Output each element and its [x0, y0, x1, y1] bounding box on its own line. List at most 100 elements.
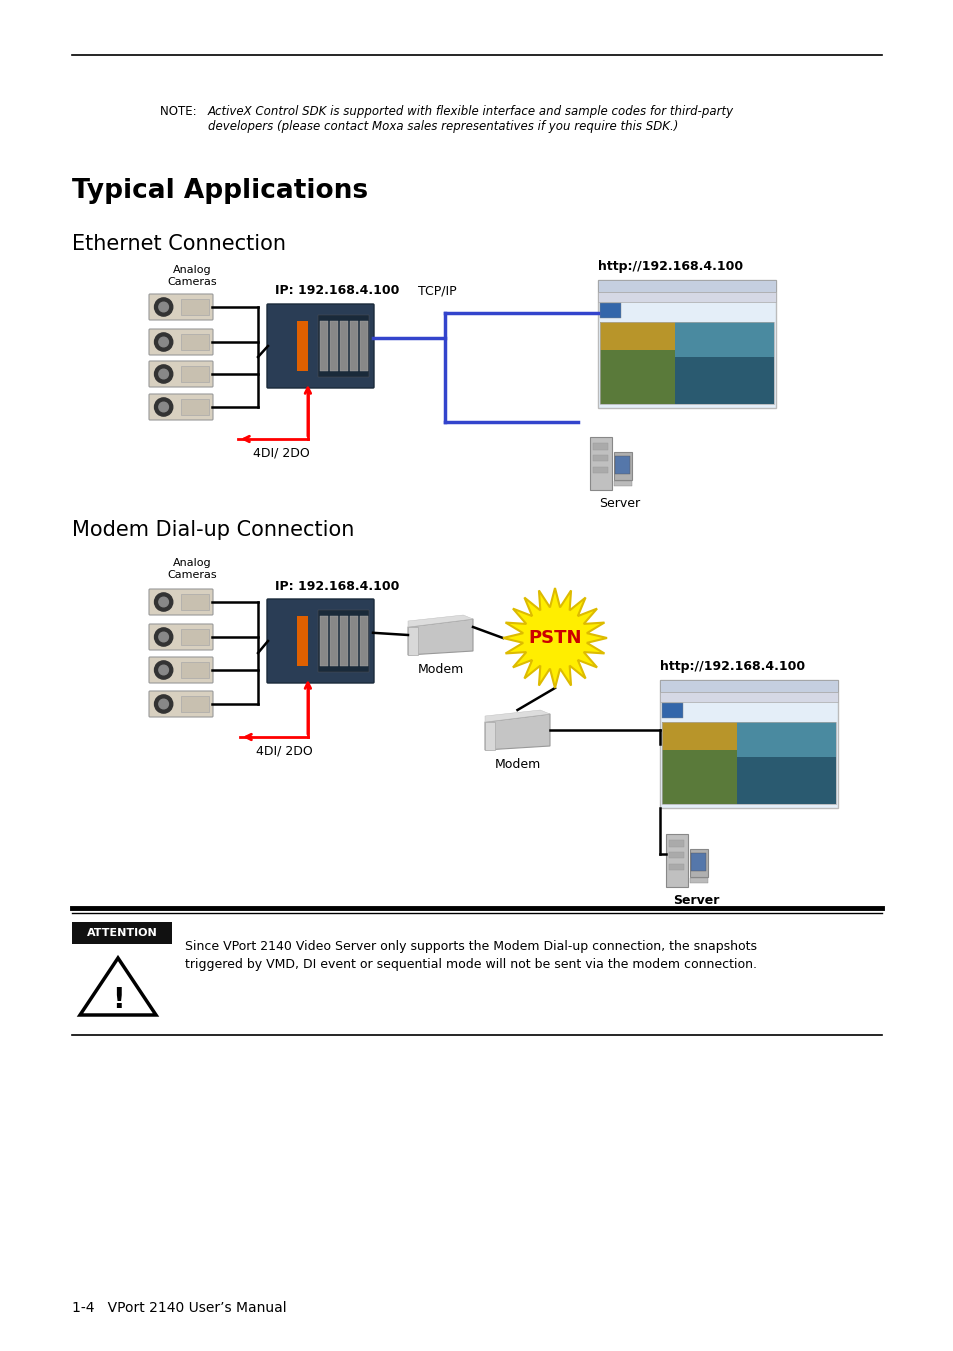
- Bar: [297, 616, 308, 666]
- Bar: [181, 696, 209, 712]
- Circle shape: [158, 700, 169, 709]
- Bar: [181, 366, 209, 382]
- Text: Modem: Modem: [494, 758, 540, 771]
- Circle shape: [154, 694, 172, 713]
- Text: ATTENTION: ATTENTION: [87, 928, 157, 938]
- Bar: [330, 322, 337, 370]
- Bar: [674, 357, 774, 404]
- FancyBboxPatch shape: [149, 589, 213, 615]
- Text: Analog
Cameras: Analog Cameras: [167, 558, 216, 580]
- Bar: [408, 627, 417, 655]
- Bar: [599, 303, 620, 319]
- Text: 4DI/ 2DO: 4DI/ 2DO: [253, 447, 310, 459]
- Bar: [181, 334, 209, 350]
- Text: Since VPort 2140 Video Server only supports the Modem Dial-up connection, the sn: Since VPort 2140 Video Server only suppo…: [185, 940, 757, 971]
- FancyBboxPatch shape: [149, 295, 213, 320]
- Polygon shape: [502, 588, 606, 688]
- Bar: [320, 616, 328, 666]
- Bar: [689, 850, 707, 877]
- Bar: [736, 723, 836, 804]
- Bar: [661, 703, 682, 719]
- Bar: [181, 593, 209, 611]
- Text: Server: Server: [598, 497, 639, 509]
- Bar: [71, 921, 172, 944]
- Bar: [181, 662, 209, 678]
- Bar: [318, 609, 369, 673]
- Text: 1-4   VPort 2140 User’s Manual: 1-4 VPort 2140 User’s Manual: [71, 1301, 286, 1315]
- FancyBboxPatch shape: [149, 394, 213, 420]
- Bar: [593, 466, 608, 473]
- Circle shape: [154, 593, 172, 611]
- Text: Analog
Cameras: Analog Cameras: [167, 265, 216, 286]
- Text: NOTE:: NOTE:: [160, 105, 200, 118]
- Circle shape: [154, 661, 172, 680]
- Polygon shape: [80, 958, 156, 1015]
- Bar: [615, 455, 630, 474]
- Text: Modem: Modem: [416, 663, 463, 676]
- Text: !: !: [112, 986, 124, 1015]
- Bar: [665, 834, 687, 888]
- Bar: [360, 616, 367, 666]
- Bar: [320, 322, 328, 370]
- Bar: [669, 852, 683, 858]
- Text: IP: 192.168.4.100: IP: 192.168.4.100: [274, 284, 399, 297]
- FancyBboxPatch shape: [149, 624, 213, 650]
- Bar: [598, 292, 775, 301]
- Polygon shape: [484, 713, 550, 750]
- Circle shape: [154, 399, 172, 416]
- Bar: [613, 481, 631, 486]
- Text: Typical Applications: Typical Applications: [71, 178, 368, 204]
- Text: http://192.168.4.100: http://192.168.4.100: [598, 259, 742, 273]
- Circle shape: [154, 628, 172, 646]
- Bar: [350, 322, 357, 370]
- Text: http://192.168.4.100: http://192.168.4.100: [659, 661, 804, 673]
- Bar: [661, 723, 736, 804]
- Bar: [674, 323, 774, 404]
- Polygon shape: [408, 615, 473, 627]
- Polygon shape: [484, 711, 550, 721]
- Bar: [330, 616, 337, 666]
- Text: TCP/IP: TCP/IP: [417, 284, 456, 297]
- Bar: [736, 757, 836, 804]
- Bar: [181, 399, 209, 415]
- Circle shape: [158, 369, 169, 378]
- Circle shape: [158, 338, 169, 347]
- Bar: [599, 323, 773, 404]
- Bar: [589, 436, 611, 490]
- Bar: [181, 628, 209, 646]
- Bar: [613, 453, 631, 480]
- Circle shape: [158, 632, 169, 642]
- Text: IP: 192.168.4.100: IP: 192.168.4.100: [274, 580, 399, 593]
- Bar: [659, 692, 837, 701]
- Bar: [659, 680, 837, 692]
- Bar: [669, 863, 683, 870]
- Polygon shape: [408, 619, 473, 655]
- Bar: [340, 616, 348, 666]
- Text: Modem Dial-up Connection: Modem Dial-up Connection: [71, 520, 354, 540]
- FancyBboxPatch shape: [267, 304, 374, 388]
- Bar: [350, 616, 357, 666]
- Text: Ethernet Connection: Ethernet Connection: [71, 234, 286, 254]
- Text: ActiveX Control SDK is supported with flexible interface and sample codes for th: ActiveX Control SDK is supported with fl…: [208, 105, 734, 132]
- Bar: [593, 443, 608, 450]
- Bar: [689, 878, 707, 884]
- Bar: [360, 322, 367, 370]
- FancyBboxPatch shape: [149, 330, 213, 355]
- Bar: [340, 322, 348, 370]
- FancyBboxPatch shape: [149, 657, 213, 684]
- Circle shape: [158, 303, 169, 312]
- Text: PSTN: PSTN: [528, 630, 581, 647]
- Bar: [297, 322, 308, 370]
- Bar: [661, 750, 736, 804]
- Bar: [318, 315, 369, 377]
- Text: 4DI/ 2DO: 4DI/ 2DO: [255, 744, 313, 758]
- FancyBboxPatch shape: [149, 690, 213, 717]
- Bar: [484, 721, 495, 750]
- Circle shape: [154, 297, 172, 316]
- FancyBboxPatch shape: [149, 361, 213, 386]
- FancyBboxPatch shape: [267, 598, 374, 684]
- Bar: [598, 280, 775, 408]
- Text: Server: Server: [672, 894, 719, 907]
- Circle shape: [154, 332, 172, 351]
- Bar: [669, 840, 683, 847]
